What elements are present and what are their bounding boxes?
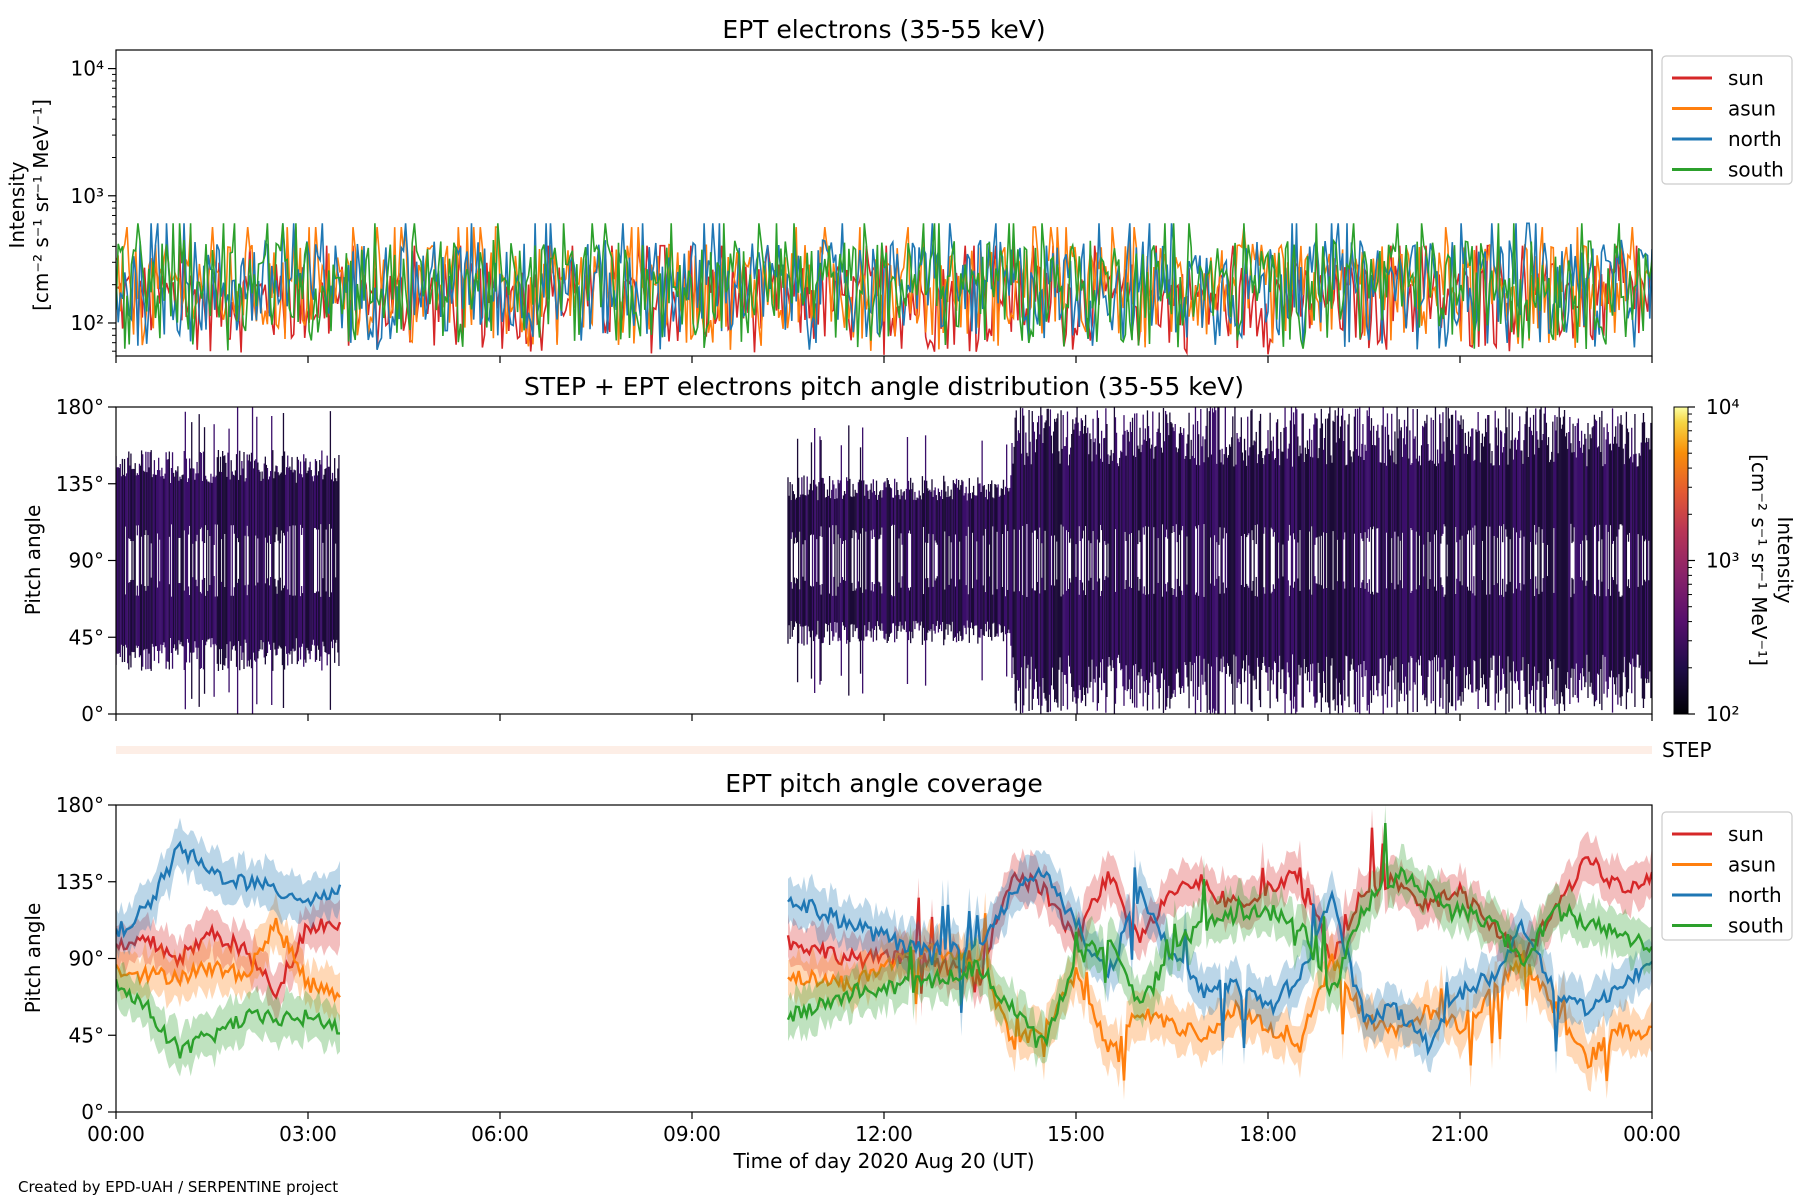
panel2-ytick-label: 90° — [69, 549, 104, 573]
panel3-xtick-label: 00:00 — [87, 1122, 145, 1146]
panel2-heatmap — [116, 407, 1652, 714]
panel1-legend-label-asun: asun — [1728, 97, 1776, 121]
credit-text: Created by EPD-UAH / SERPENTINE project — [18, 1178, 338, 1196]
x-axis-label: Time of day 2020 Aug 20 (UT) — [732, 1149, 1034, 1173]
panel3-ytick-label: 45° — [69, 1023, 104, 1047]
panel1-legend-box — [1661, 55, 1793, 185]
panel2-ytick-label: 180° — [56, 395, 104, 419]
panel3-title: EPT pitch angle coverage — [725, 769, 1043, 798]
series-line-asun — [116, 917, 341, 1003]
panel1-legend-label-north: north — [1728, 127, 1782, 151]
panel3-ytick-label: 0° — [81, 1100, 104, 1124]
series-line-north — [116, 840, 342, 939]
series-band-north — [788, 849, 1652, 1074]
panel1-legend-label-south: south — [1728, 158, 1784, 182]
step-bar — [116, 746, 1652, 754]
series-band-north — [116, 817, 340, 960]
series-band-asun — [788, 892, 1652, 1101]
colorbar — [1673, 406, 1689, 715]
panel1-ytick-label: 10³ — [71, 184, 104, 208]
series-line-sun — [116, 918, 342, 1000]
series-line-south — [116, 979, 341, 1059]
panel3-x-axis: 00:00 03:00 06:00 09:00 12:00 15:00 18:00 21:00… — [87, 1112, 1681, 1146]
panel3-legend-label-asun: asun — [1728, 853, 1776, 877]
series-line-sun — [116, 244, 1652, 356]
panel3-legend-box — [1661, 811, 1793, 941]
panel2-ytick-label: 135° — [56, 472, 104, 496]
colorbar-unit: [cm⁻² s⁻¹ sr⁻¹ MeV⁻¹] — [1747, 454, 1771, 666]
panel3-xtick-label: 09:00 — [663, 1122, 721, 1146]
panel2-y-axis: 180° 135° 90° 45° 0° — [56, 395, 116, 726]
panel3-ytick-label: 180° — [56, 793, 104, 817]
panel-pitch-coverage: EPT pitch angle coverage 180° 135° 90° 45° 0… — [21, 769, 1793, 1173]
panel3-xtick-label: 15:00 — [1047, 1122, 1105, 1146]
panel1-title: EPT electrons (35-55 keV) — [722, 15, 1045, 44]
series-band-south — [788, 805, 1652, 1068]
panel2-ytick-label: 45° — [69, 625, 104, 649]
panel1-yunit: [cm⁻² s⁻¹ sr⁻¹ MeV⁻¹] — [29, 99, 53, 311]
series-line-south — [116, 223, 1652, 351]
colorbar-label: Intensity — [1773, 516, 1797, 603]
series-line-asun — [787, 913, 1652, 1082]
series-line-asun — [116, 226, 1652, 351]
panel1-legend-label-sun: sun — [1728, 66, 1764, 90]
panel3-series-group — [116, 805, 1652, 1101]
panel3-xtick-label: 03:00 — [279, 1122, 337, 1146]
panel3-xtick-label: 12:00 — [855, 1122, 913, 1146]
panel3-xtick-label: 18:00 — [1239, 1122, 1297, 1146]
series-band-south — [116, 961, 340, 1077]
panel-intensity: EPT electrons (35-55 keV) 10⁴ 10³ 10² Inte… — [5, 15, 1793, 363]
panel1-ytick-label: 10² — [71, 311, 104, 335]
series-band-sun — [788, 808, 1652, 1017]
panel3-legend-label-north: north — [1728, 883, 1782, 907]
series-line-sun — [786, 827, 1652, 994]
panel2-ytick-label: 0° — [81, 702, 104, 726]
colorbar-tick-label: 10³ — [1706, 549, 1739, 573]
panel3-legend-label-sun: sun — [1728, 822, 1764, 846]
panel2-title: STEP + EPT electrons pitch angle distrib… — [524, 372, 1244, 401]
panel3-xtick-label: 06:00 — [471, 1122, 529, 1146]
panel3-legend-label-south: south — [1728, 914, 1784, 938]
panel3-xtick-label: 00:00 — [1623, 1122, 1681, 1146]
panel1-series-group — [116, 222, 1652, 356]
series-band-sun — [116, 892, 340, 1024]
panel1-ytick-label: 10⁴ — [71, 57, 104, 81]
panel2-x-axis — [115, 714, 1653, 721]
series-line-north — [787, 866, 1652, 1057]
panel3-xtick-label: 21:00 — [1431, 1122, 1489, 1146]
panel3-ylabel: Pitch angle — [21, 903, 45, 1014]
panel1-ylabel: Intensity — [5, 161, 29, 248]
panel1-x-axis — [115, 356, 1653, 363]
panel3-ytick-label: 90° — [69, 947, 104, 971]
panel2-ylabel: Pitch angle — [21, 505, 45, 616]
colorbar-tick-label: 10⁴ — [1706, 395, 1739, 419]
panel1-legend: sun asun north south — [1661, 55, 1793, 185]
series-band-asun — [116, 891, 340, 1024]
panel3-legend: sun asun north south — [1661, 811, 1793, 941]
step-strip: STEP — [116, 738, 1712, 762]
colorbar-ticks: 10⁴ 10³ 10² — [1688, 395, 1739, 726]
colorbar-tick-label: 10² — [1706, 702, 1739, 726]
panel3-y-axis: 180° 135° 90° 45° 0° — [56, 793, 116, 1124]
series-line-south — [786, 822, 1652, 1048]
step-label: STEP — [1662, 738, 1712, 762]
panel1-y-axis: 10⁴ 10³ 10² — [71, 57, 116, 352]
panel-pitch-distribution: STEP + EPT electrons pitch angle distrib… — [21, 372, 1797, 726]
panel3-ytick-label: 135° — [56, 870, 104, 894]
